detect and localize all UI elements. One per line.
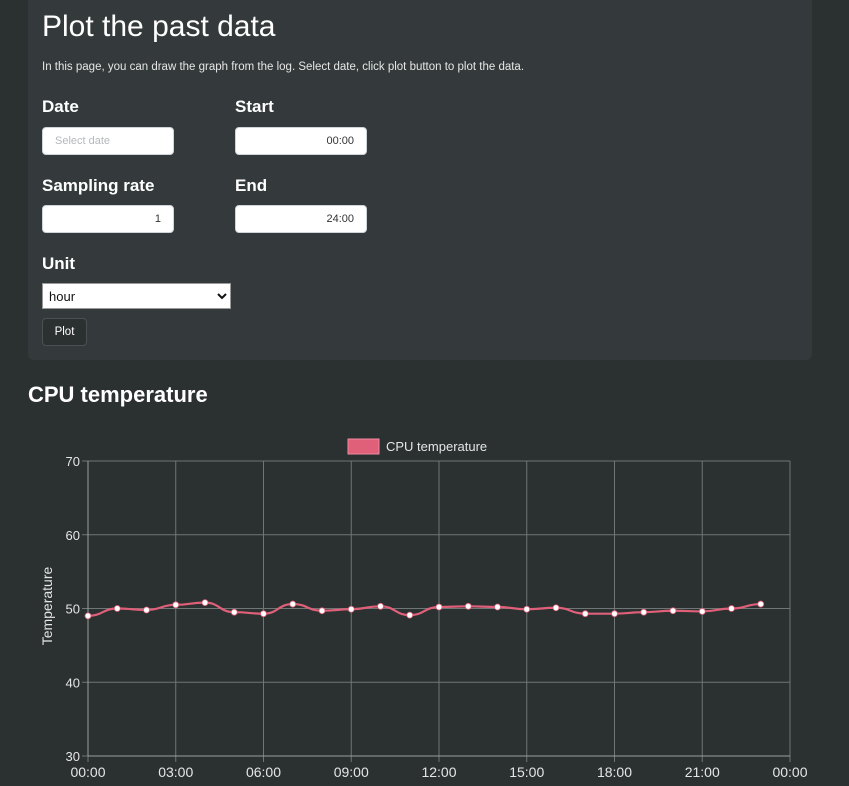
data-point[interactable] [728, 605, 735, 612]
data-point[interactable] [347, 605, 355, 613]
data-point[interactable] [143, 606, 150, 614]
data-point[interactable] [260, 610, 267, 618]
x-tick-label: 03:00 [158, 764, 193, 780]
start-label: Start [235, 97, 274, 116]
x-tick-label: 00:00 [772, 764, 807, 780]
data-point[interactable] [640, 608, 648, 616]
x-tick-label: 00:00 [70, 764, 105, 780]
data-point[interactable] [611, 610, 618, 618]
date-label: Date [42, 97, 79, 116]
data-point[interactable] [201, 599, 209, 607]
data-point[interactable] [669, 607, 677, 615]
data-point[interactable] [698, 608, 706, 615]
end-label: End [235, 176, 268, 195]
data-point[interactable] [435, 603, 443, 611]
chart-series [84, 599, 765, 620]
data-point[interactable] [523, 605, 531, 613]
page-title: Plot the past data [42, 10, 276, 43]
plot-button[interactable]: Plot [42, 318, 87, 346]
y-tick-label: 60 [66, 528, 80, 543]
y-tick-label: 30 [66, 749, 80, 764]
y-tick-label: 50 [66, 602, 80, 617]
data-point[interactable] [494, 603, 501, 611]
data-point[interactable] [113, 605, 121, 612]
chart-section-title: CPU temperature [28, 382, 208, 407]
page-description: In this page, you can draw the graph fro… [42, 61, 525, 73]
data-point[interactable] [406, 611, 414, 619]
data-point[interactable] [377, 602, 384, 610]
x-tick-label: 15:00 [509, 764, 544, 780]
x-tick-label: 21:00 [685, 764, 720, 780]
data-point[interactable] [84, 612, 92, 620]
data-point[interactable] [552, 604, 560, 612]
sampling-rate-label: Sampling rate [42, 176, 155, 195]
chart-legend[interactable]: CPU temperature [347, 438, 487, 455]
sampling-rate-input[interactable] [42, 205, 174, 233]
legend-swatch[interactable] [347, 438, 380, 455]
legend-label[interactable]: CPU temperature [386, 439, 487, 454]
y-tick-label: 40 [66, 675, 80, 690]
data-point[interactable] [289, 600, 297, 608]
y-tick-label: 70 [66, 454, 80, 469]
x-tick-label: 09:00 [334, 764, 369, 780]
plot-form-panel: Plot the past data In this page, you can… [28, 0, 812, 360]
cpu-temperature-chart: 30 40 50 60 70 00:00 03:00 06:00 09:00 12:00 15:00… [39, 438, 808, 780]
data-point[interactable] [318, 607, 326, 615]
data-point[interactable] [464, 602, 472, 610]
start-time-input[interactable] [235, 127, 367, 155]
unit-label: Unit [42, 254, 76, 273]
data-point[interactable] [581, 610, 589, 618]
x-tick-label: 06:00 [246, 764, 281, 780]
y-axis-label: Temperature [39, 566, 55, 645]
unit-select[interactable]: hour [42, 283, 231, 309]
x-tick-label: 12:00 [421, 764, 456, 780]
chart-axes: 30 40 50 60 70 00:00 03:00 06:00 09:00 12:00 15:00… [66, 454, 808, 780]
data-point[interactable] [757, 600, 765, 608]
series-line-cpu-temperature [87, 601, 761, 617]
data-point[interactable] [230, 608, 238, 616]
data-point[interactable] [172, 601, 180, 609]
date-input[interactable] [42, 127, 174, 155]
end-time-input[interactable] [235, 205, 367, 233]
x-tick-label: 18:00 [597, 764, 632, 780]
